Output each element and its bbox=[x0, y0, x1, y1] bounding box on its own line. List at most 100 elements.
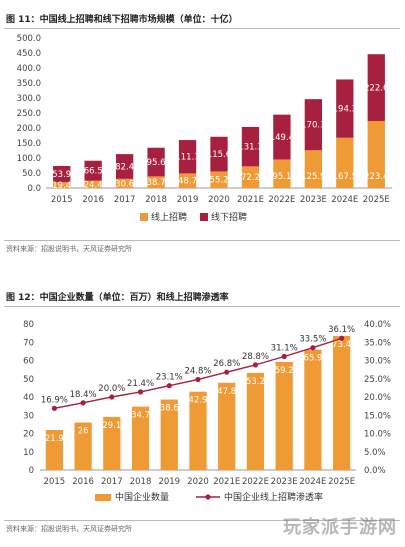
legend-label-online: 线上招聘 bbox=[151, 211, 187, 223]
bar-online bbox=[115, 178, 134, 188]
source-rule-2 bbox=[4, 520, 400, 521]
x-tick-label: 2017 bbox=[101, 477, 123, 487]
bar-offline bbox=[273, 114, 291, 160]
y-tick-label: 400.0 bbox=[17, 64, 41, 74]
bar-enterprise-count bbox=[246, 372, 265, 470]
bar-online bbox=[210, 171, 228, 188]
bar-online bbox=[241, 166, 260, 188]
data-label-online: 48.7 bbox=[178, 177, 197, 187]
point-penetration-rate bbox=[339, 335, 345, 341]
bar-online bbox=[53, 182, 71, 188]
point-penetration-rate bbox=[109, 394, 115, 400]
data-label-online: 24.4 bbox=[84, 180, 103, 190]
data-label-offline: 82.4 bbox=[115, 162, 134, 172]
legend-marker-penetration-rate bbox=[205, 494, 211, 500]
data-label-enterprise-count: 47.8 bbox=[217, 387, 236, 397]
legend-label-penetration-rate: 中国企业线上招聘渗透率 bbox=[224, 491, 323, 503]
point-penetration-rate bbox=[252, 362, 259, 368]
bar-online bbox=[147, 176, 165, 188]
bar-enterprise-count bbox=[304, 349, 322, 470]
legend-swatch-enterprise-count bbox=[95, 494, 111, 501]
data-label-offline: 115.6 bbox=[207, 150, 231, 160]
bar-offline bbox=[336, 79, 354, 138]
data-label-online: 167.5 bbox=[333, 172, 357, 182]
bar-enterprise-count bbox=[160, 399, 178, 470]
data-label-penetration-rate: 36.1% bbox=[328, 325, 355, 335]
data-label-penetration-rate: 31.1% bbox=[271, 343, 298, 353]
bar-enterprise-count bbox=[103, 416, 121, 470]
x-tick-label: 2024E bbox=[299, 477, 326, 487]
data-label-offline: 95.6 bbox=[147, 158, 166, 168]
point-penetration-rate bbox=[195, 376, 201, 383]
x-tick-label: 2021E bbox=[213, 477, 240, 487]
bar-enterprise-count bbox=[45, 430, 63, 470]
legend-swatch-offline bbox=[200, 213, 208, 221]
bar-enterprise-count bbox=[131, 406, 150, 470]
data-label-online: 38.7 bbox=[147, 178, 166, 188]
data-label-penetration-rate: 26.8% bbox=[213, 359, 240, 369]
point-penetration-rate bbox=[310, 345, 316, 351]
data-label-online: 95.1 bbox=[272, 172, 291, 182]
data-label-offline: 111.1 bbox=[175, 153, 199, 163]
y-left-tick-label: 30 bbox=[23, 411, 34, 421]
y-left-tick-label: 60 bbox=[23, 357, 34, 367]
x-tick-label: 2020 bbox=[208, 195, 230, 205]
bar-offline bbox=[210, 136, 228, 172]
x-tick-label: 2020 bbox=[187, 477, 209, 487]
data-label-enterprise-count: 42.9 bbox=[189, 396, 208, 406]
y-tick-label: 100.0 bbox=[17, 154, 41, 164]
x-tick-label: 2021E bbox=[237, 195, 264, 205]
data-label-penetration-rate: 18.4% bbox=[70, 390, 97, 400]
bar-enterprise-count bbox=[189, 391, 207, 470]
bar-enterprise-count bbox=[74, 422, 92, 470]
data-label-enterprise-count: 29.1 bbox=[102, 421, 121, 431]
point-penetration-rate bbox=[224, 369, 230, 375]
data-label-penetration-rate: 23.1% bbox=[156, 373, 183, 383]
data-label-enterprise-count: 26 bbox=[78, 427, 89, 437]
bar-offline bbox=[147, 147, 165, 177]
y-right-tick-label: 30.0% bbox=[364, 357, 391, 367]
data-label-offline: 170.3 bbox=[301, 121, 325, 131]
bar-offline bbox=[84, 160, 102, 181]
y-right-tick-label: 0.0% bbox=[364, 466, 386, 476]
y-tick-label: 500.0 bbox=[17, 34, 41, 44]
legend-swatch-online bbox=[140, 213, 148, 221]
x-tick-label: 2023E bbox=[300, 195, 327, 205]
y-tick-label: 250.0 bbox=[17, 109, 41, 119]
data-label-online: 55.2 bbox=[210, 176, 229, 186]
x-tick-label: 2017 bbox=[114, 195, 136, 205]
x-tick-label: 2018 bbox=[130, 477, 152, 487]
x-tick-label: 2025E bbox=[328, 477, 355, 487]
y-tick-label: 150.0 bbox=[17, 139, 41, 149]
x-tick-label: 2023E bbox=[271, 477, 298, 487]
data-label-offline: 194.3 bbox=[333, 105, 357, 115]
bar-online bbox=[336, 137, 354, 188]
x-tick-label: 2022E bbox=[242, 477, 269, 487]
x-tick-label: 2024E bbox=[331, 195, 358, 205]
data-label-penetration-rate: 28.8% bbox=[242, 352, 269, 362]
title-rule-2 bbox=[4, 306, 400, 307]
x-tick-label: 2019 bbox=[177, 195, 199, 205]
data-label-enterprise-count: 59.2 bbox=[275, 366, 294, 376]
y-left-tick-label: 80 bbox=[23, 320, 34, 330]
data-label-offline: 149.4 bbox=[270, 133, 294, 143]
bar-online bbox=[84, 180, 102, 188]
y-right-tick-label: 10.0% bbox=[364, 430, 391, 440]
data-label-online: 72.2 bbox=[241, 173, 260, 183]
point-penetration-rate bbox=[137, 389, 144, 395]
data-label-penetration-rate: 24.8% bbox=[184, 366, 211, 376]
y-left-tick-label: 0 bbox=[29, 466, 34, 476]
legend-label-offline: 线下招聘 bbox=[211, 211, 247, 223]
bar-online bbox=[304, 150, 323, 188]
y-right-tick-label: 35.0% bbox=[364, 338, 391, 348]
data-label-online: 19.4 bbox=[52, 181, 71, 191]
y-left-tick-label: 10 bbox=[23, 448, 34, 458]
bar-offline bbox=[241, 126, 260, 167]
y-left-tick-label: 50 bbox=[23, 375, 34, 385]
y-tick-label: 0.0 bbox=[27, 184, 41, 194]
y-right-tick-label: 20.0% bbox=[364, 393, 391, 403]
y-right-tick-label: 25.0% bbox=[364, 375, 391, 385]
y-tick-label: 450.0 bbox=[17, 49, 41, 59]
legend-label-enterprise-count: 中国企业数量 bbox=[115, 491, 169, 503]
data-label-enterprise-count: 53.2 bbox=[246, 377, 265, 387]
